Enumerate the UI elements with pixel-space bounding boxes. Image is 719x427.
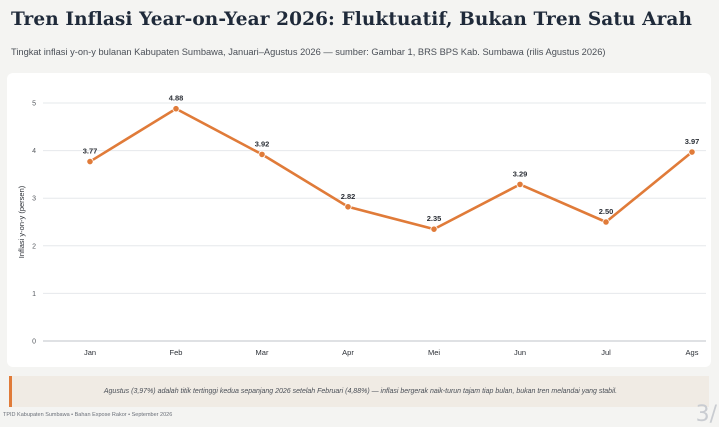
- data-label: 3.92: [255, 139, 270, 148]
- x-tick-label: Feb: [170, 348, 183, 357]
- y-tick-label: 2: [32, 243, 36, 250]
- x-tick-label: Jul: [601, 348, 611, 357]
- data-point: [172, 105, 180, 113]
- insight-note-text: Agustus (3,97%) adalah titik tertinggi k…: [103, 388, 618, 395]
- page-title: Tren Inflasi Year-on-Year 2026: Fluktuat…: [11, 9, 693, 30]
- data-label: 3.97: [685, 137, 700, 146]
- data-point: [86, 157, 94, 166]
- data-point: [430, 225, 438, 233]
- data-label: 2.50: [599, 207, 614, 216]
- y-tick-label: 0: [32, 339, 36, 346]
- y-tick-label: 1: [32, 291, 36, 298]
- x-tick-label: Mar: [256, 348, 269, 357]
- x-tick-label: Apr: [342, 348, 354, 357]
- data-label: 3.29: [513, 169, 528, 178]
- x-tick-label: Jun: [514, 348, 526, 357]
- data-point: [344, 203, 352, 211]
- data-point: [258, 150, 266, 159]
- page-number: 3/: [695, 402, 717, 427]
- chart-card: 0 1 2 3 4 5 Inflasi y-on-y (persen) Jan Feb Mar Ap…: [7, 73, 711, 367]
- footer: TPID Kabupaten Sumbawa • Bahan Expose Ra…: [3, 412, 173, 418]
- data-label: 3.77: [83, 147, 98, 156]
- inflation-line-chart: 0 1 2 3 4 5 Inflasi y-on-y (persen) Jan Feb Mar Ap…: [17, 94, 706, 357]
- y-tick-label: 5: [32, 101, 36, 108]
- data-point: [602, 218, 610, 226]
- data-label: 2.35: [427, 214, 442, 223]
- data-point: [516, 180, 524, 188]
- data-label: 4.88: [169, 94, 184, 103]
- page-subtitle: Tingkat inflasi y-on-y bulanan Kabupaten…: [11, 47, 606, 57]
- data-point: [688, 148, 696, 156]
- x-tick-label: Mei: [428, 348, 440, 357]
- x-tick-label: Ags: [686, 348, 699, 357]
- y-tick-label: 3: [32, 196, 36, 203]
- data-label: 2.82: [341, 192, 356, 201]
- x-tick-label: Jan: [84, 348, 96, 357]
- y-axis-label: Inflasi y-on-y (persen): [17, 185, 26, 258]
- insight-note: Agustus (3,97%) adalah titik tertinggi k…: [9, 376, 709, 407]
- y-tick-label: 4: [32, 148, 36, 155]
- series-line: [88, 107, 694, 231]
